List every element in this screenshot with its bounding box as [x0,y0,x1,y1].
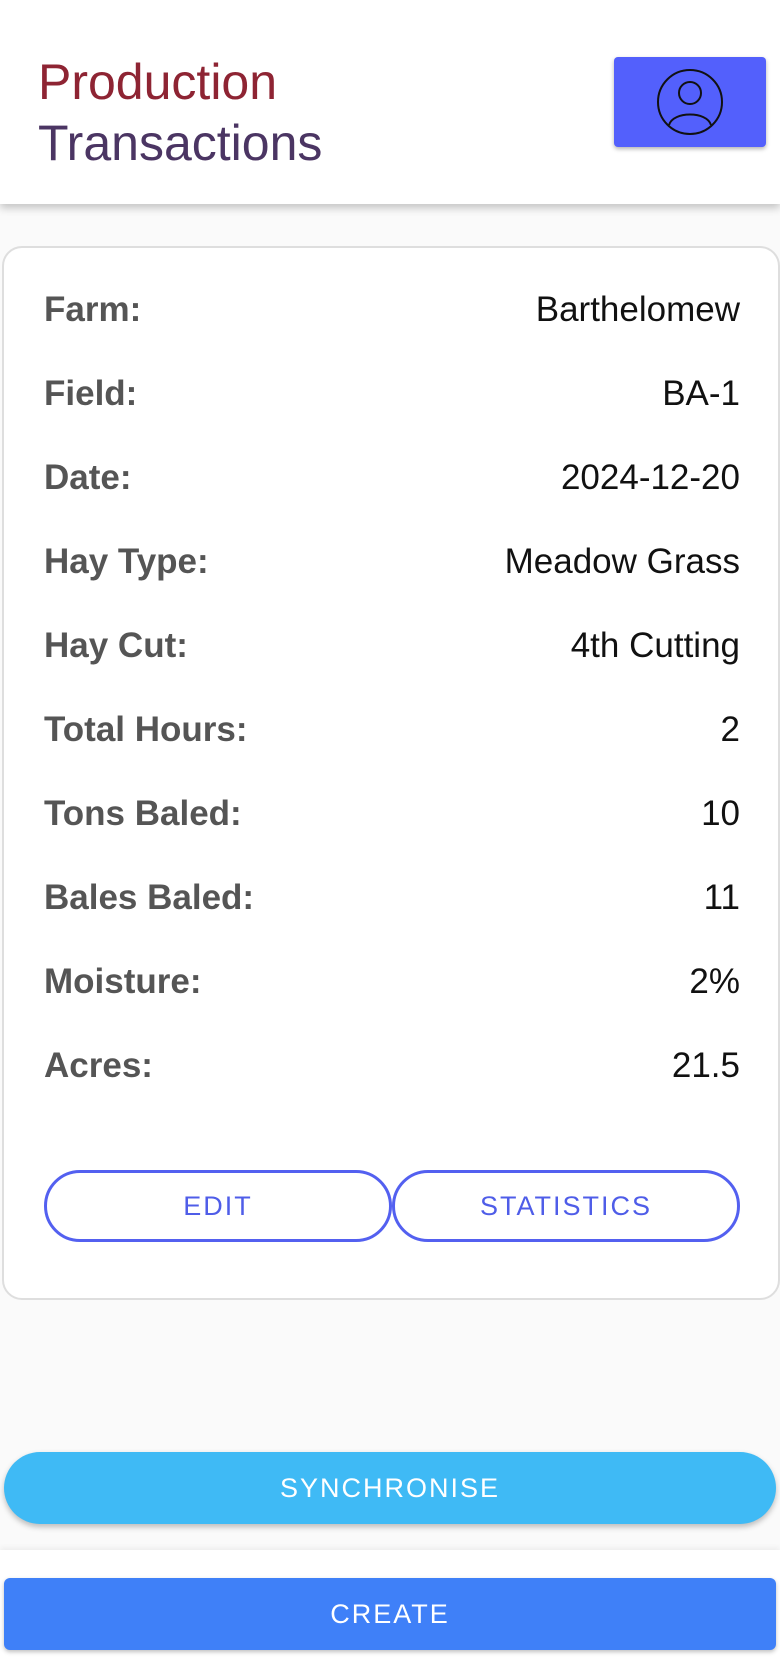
detail-row-hay-type: Hay Type: Meadow Grass [44,532,740,592]
synchronise-button[interactable]: SYNCHRONISE [4,1452,776,1524]
detail-value: 2% [689,962,740,1001]
page-title-line1: Production [38,54,278,110]
create-button[interactable]: CREATE [4,1578,776,1650]
detail-value: 2 [720,710,740,749]
detail-label: Bales Baled: [44,878,255,917]
bottom-action-bar: CREATE [0,1550,780,1664]
detail-row-acres: Acres: 21.5 [44,1036,740,1096]
detail-label: Farm: [44,290,142,329]
detail-value: 21.5 [671,1046,740,1085]
transaction-card: Farm: Barthelomew Field: BA-1 Date: 2024… [2,246,780,1300]
detail-value: BA-1 [662,374,740,413]
detail-value: Meadow Grass [504,542,740,581]
detail-row-farm: Farm: Barthelomew [44,280,740,340]
detail-row-moisture: Moisture: 2% [44,952,740,1012]
statistics-button[interactable]: STATISTICS [392,1170,740,1242]
detail-value: 11 [703,878,740,917]
detail-value: 2024-12-20 [560,458,740,497]
detail-value: Barthelomew [535,290,740,329]
profile-button[interactable] [614,57,766,147]
user-circle-icon [657,69,723,135]
detail-label: Total Hours: [44,710,248,749]
app-header: Production Transactions [0,0,780,204]
edit-button[interactable]: EDIT [44,1170,392,1242]
detail-label: Hay Cut: [44,626,188,665]
detail-label: Tons Baled: [44,794,242,833]
detail-row-total-hours: Total Hours: 2 [44,700,740,760]
detail-label: Field: [44,374,138,413]
page-title: Production Transactions [38,52,538,174]
detail-row-tons-baled: Tons Baled: 10 [44,784,740,844]
detail-label: Hay Type: [44,542,209,581]
detail-value: 10 [701,794,740,833]
detail-row-field: Field: BA-1 [44,364,740,424]
detail-label: Moisture: [44,962,202,1001]
detail-label: Date: [44,458,132,497]
detail-value: 4th Cutting [570,626,740,665]
detail-row-date: Date: 2024-12-20 [44,448,740,508]
page-title-line2: Transactions [38,115,323,171]
detail-row-hay-cut: Hay Cut: 4th Cutting [44,616,740,676]
detail-label: Acres: [44,1046,153,1085]
detail-row-bales-baled: Bales Baled: 11 [44,868,740,928]
